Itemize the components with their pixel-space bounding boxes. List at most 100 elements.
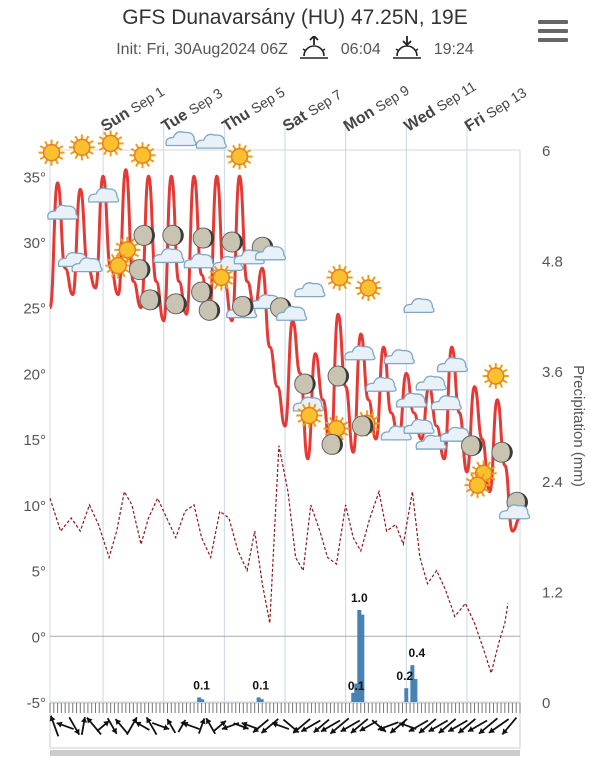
moon-icon — [165, 293, 187, 315]
sun-ray — [245, 159, 252, 164]
cloud-shape — [71, 257, 103, 273]
cloud-icon — [415, 375, 447, 391]
sun-ray — [373, 416, 379, 421]
sun-icon — [38, 139, 65, 166]
cloud-icon — [165, 131, 197, 147]
wind-arrow — [292, 718, 311, 734]
sun-ray — [490, 476, 496, 481]
sun-disc — [101, 134, 120, 153]
moon-icon — [198, 299, 221, 321]
sun-ray — [39, 155, 46, 160]
sun-ray — [213, 283, 219, 290]
sun-ray — [133, 253, 140, 258]
moon-icon — [351, 415, 374, 437]
sun-ray — [113, 149, 119, 156]
day-label-date: Sep 3 — [186, 85, 226, 118]
y-left-tick-label: 20° — [23, 366, 46, 383]
wind-arrow — [488, 718, 510, 734]
y-left-tick-label: 15° — [23, 432, 46, 449]
moon-shadow — [243, 296, 254, 317]
cloud-shape — [195, 133, 227, 149]
moon-shadow — [232, 232, 243, 252]
cloud-icon — [498, 504, 531, 520]
sun-ray — [312, 421, 317, 428]
cloud-shape — [395, 392, 428, 408]
precip-bar — [404, 688, 409, 702]
sun-ray — [312, 403, 317, 410]
sunset-icon — [393, 36, 425, 59]
cloud-shape — [365, 376, 397, 392]
sun-ray — [483, 368, 490, 373]
wind-arrow — [313, 718, 330, 734]
wind-arrow — [389, 718, 408, 734]
wind-arrow — [135, 721, 150, 731]
sun-ray — [476, 461, 481, 467]
sun-ray — [346, 280, 352, 285]
wind-head — [241, 721, 248, 728]
sun-icon — [105, 252, 132, 279]
wind-head — [340, 726, 347, 732]
y-left-tick-label: 10° — [23, 498, 46, 515]
moon-icon — [162, 224, 184, 246]
moon-icon — [232, 295, 254, 317]
wind-head — [74, 728, 80, 735]
cloud-icon — [430, 395, 462, 411]
wind-arrow — [377, 721, 399, 731]
wind-head — [399, 721, 406, 728]
y-right-axis-title: Precipitation (mm) — [570, 365, 587, 487]
wind-arrow — [467, 719, 488, 733]
wind-arrow — [213, 720, 227, 732]
sun-ray — [297, 418, 303, 423]
cloud-icon — [365, 376, 397, 392]
wind-head — [115, 719, 122, 726]
day-label-date: Sep 1 — [128, 83, 168, 116]
sun-disc — [486, 367, 505, 385]
hamburger-menu-icon[interactable] — [538, 20, 568, 42]
y-left-tick-label: 25° — [23, 301, 46, 318]
sun-ray — [145, 161, 150, 168]
wind-head — [111, 727, 117, 734]
moon-icon — [294, 373, 316, 395]
cloud-icon — [88, 187, 120, 203]
sun-ray — [232, 144, 237, 151]
sun-ray — [480, 491, 485, 497]
moon-icon — [192, 227, 215, 249]
sun-ray — [135, 143, 140, 149]
sun-icon — [97, 130, 124, 157]
sun-ray — [227, 149, 234, 154]
wind-head — [49, 715, 56, 722]
sun-disc — [109, 256, 127, 275]
sun-disc — [212, 268, 231, 287]
wind-arrow — [182, 721, 200, 730]
precip-data-label: 0.1 — [193, 678, 210, 692]
cloud-shape — [436, 357, 469, 373]
sun-ray — [106, 258, 112, 263]
moon-icon — [491, 441, 513, 463]
day-label-date: Sep 5 — [248, 84, 288, 117]
sun-ray — [371, 276, 376, 282]
wind-head — [438, 727, 445, 734]
sun-ray — [346, 270, 352, 275]
wind-head — [390, 727, 397, 734]
cloud-icon — [254, 245, 287, 261]
sun-ray — [103, 131, 108, 138]
moon-icon — [327, 365, 350, 387]
wind-head — [135, 721, 142, 728]
sun-disc — [359, 279, 378, 297]
moon-icon — [128, 259, 151, 281]
wind-arrow — [205, 717, 216, 735]
cloud-icon — [276, 305, 308, 321]
sun-ray — [498, 364, 504, 370]
precip-bar — [410, 665, 415, 702]
sun-ray — [342, 421, 349, 426]
moon-icon — [321, 433, 343, 455]
sunrise-icon — [300, 34, 332, 59]
sun-ray — [374, 291, 381, 296]
sun-ray — [54, 140, 59, 147]
sun-icon — [129, 142, 156, 169]
moon-icon — [191, 281, 213, 303]
cloud-icon — [403, 418, 435, 434]
sun-ray — [370, 411, 375, 417]
precip-data-label: 1.0 — [351, 591, 368, 605]
